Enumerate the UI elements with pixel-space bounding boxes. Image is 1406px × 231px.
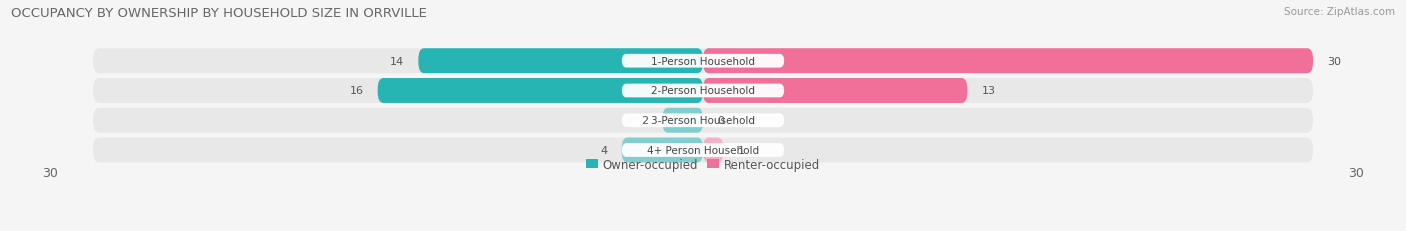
FancyBboxPatch shape — [419, 49, 703, 74]
FancyBboxPatch shape — [93, 138, 1313, 163]
Text: 1-Person Household: 1-Person Household — [651, 56, 755, 67]
Text: 3-Person Household: 3-Person Household — [651, 116, 755, 126]
Text: 4: 4 — [600, 145, 607, 155]
Text: OCCUPANCY BY OWNERSHIP BY HOUSEHOLD SIZE IN ORRVILLE: OCCUPANCY BY OWNERSHIP BY HOUSEHOLD SIZE… — [11, 7, 427, 20]
Text: 30: 30 — [1348, 166, 1364, 179]
Text: 2-Person Household: 2-Person Household — [651, 86, 755, 96]
Text: Source: ZipAtlas.com: Source: ZipAtlas.com — [1284, 7, 1395, 17]
FancyBboxPatch shape — [93, 108, 1313, 133]
FancyBboxPatch shape — [621, 55, 785, 68]
FancyBboxPatch shape — [703, 138, 723, 163]
FancyBboxPatch shape — [93, 79, 1313, 103]
Text: 2: 2 — [641, 116, 648, 126]
Text: 30: 30 — [1327, 56, 1341, 67]
FancyBboxPatch shape — [703, 49, 1313, 74]
Text: 0: 0 — [717, 116, 724, 126]
FancyBboxPatch shape — [621, 84, 785, 98]
Text: 1: 1 — [738, 145, 745, 155]
FancyBboxPatch shape — [621, 138, 703, 163]
FancyBboxPatch shape — [621, 143, 785, 157]
FancyBboxPatch shape — [662, 108, 703, 133]
Legend: Owner-occupied, Renter-occupied: Owner-occupied, Renter-occupied — [581, 153, 825, 176]
FancyBboxPatch shape — [93, 49, 1313, 74]
FancyBboxPatch shape — [378, 79, 703, 103]
FancyBboxPatch shape — [703, 79, 967, 103]
Text: 14: 14 — [389, 56, 404, 67]
Text: 16: 16 — [350, 86, 363, 96]
Text: 30: 30 — [42, 166, 58, 179]
Text: 13: 13 — [981, 86, 995, 96]
Text: 4+ Person Household: 4+ Person Household — [647, 145, 759, 155]
FancyBboxPatch shape — [621, 114, 785, 128]
